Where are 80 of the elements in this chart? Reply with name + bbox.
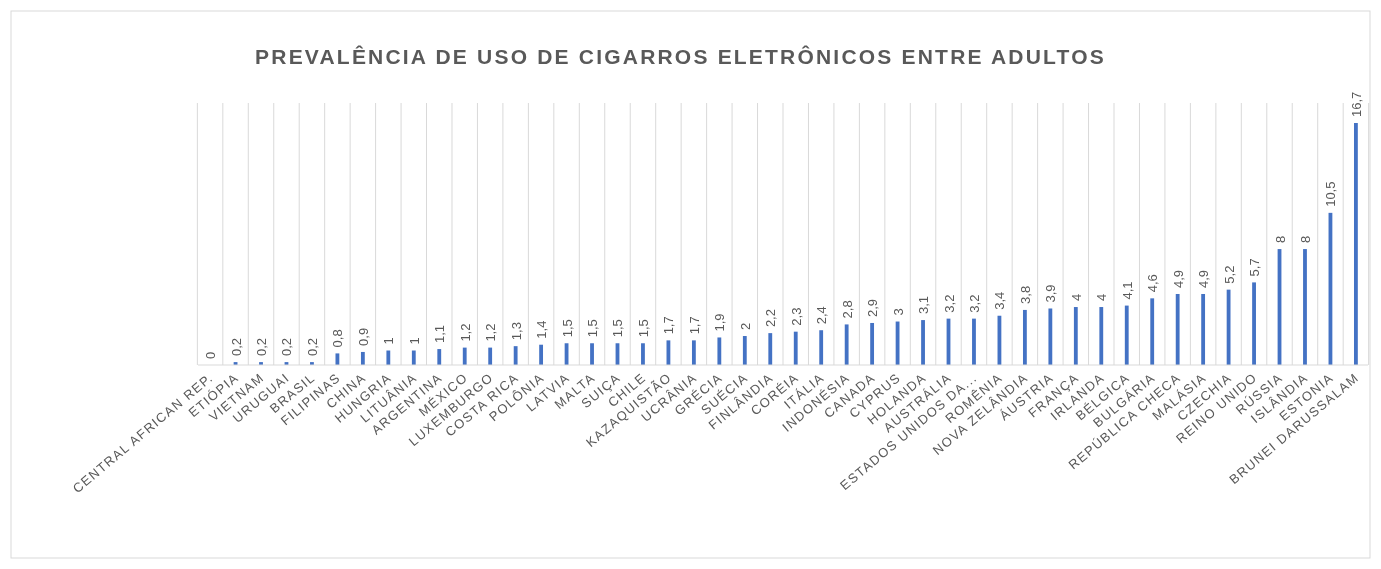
data-label: 4	[1094, 293, 1110, 302]
bar	[488, 347, 493, 365]
data-label: 3,1	[916, 296, 932, 315]
data-label: 3	[890, 308, 906, 316]
bar	[590, 343, 594, 365]
bar	[1303, 249, 1307, 365]
bar	[1022, 309, 1027, 365]
bar	[437, 349, 442, 365]
data-label: 3,8	[1017, 285, 1033, 304]
bar	[844, 324, 849, 365]
bar	[335, 353, 340, 365]
bar	[691, 340, 696, 365]
bar	[1099, 307, 1104, 365]
data-label: 0,9	[355, 327, 371, 346]
data-label: 2,8	[839, 300, 855, 319]
bar	[1175, 293, 1180, 365]
data-label: 1,5	[635, 319, 651, 338]
data-label: 0	[203, 351, 219, 359]
data-label: 1,5	[559, 319, 575, 338]
data-label: 2,3	[788, 307, 804, 326]
bar	[386, 350, 391, 365]
data-label: 1,1	[432, 324, 448, 344]
bar	[870, 322, 875, 365]
data-label: 1,5	[585, 319, 601, 338]
bar	[1073, 307, 1078, 365]
data-label: 2,2	[763, 309, 779, 328]
data-label: 1	[381, 337, 397, 345]
bar	[1226, 289, 1231, 365]
data-label: 1,2	[457, 323, 473, 342]
data-label: 8	[1272, 235, 1288, 244]
bar	[462, 347, 467, 365]
data-label: 1,9	[712, 313, 728, 332]
data-label: 0,8	[330, 329, 346, 348]
bar	[793, 331, 798, 365]
data-label: 4,6	[1145, 274, 1161, 293]
data-label: 16,7	[1348, 91, 1364, 117]
data-label: 1,2	[483, 323, 499, 342]
data-label: 4,1	[1119, 281, 1135, 300]
data-label: 1,5	[610, 319, 626, 338]
data-label: 10,5	[1323, 181, 1339, 207]
data-label: 1,7	[661, 316, 677, 335]
data-label: 2	[737, 322, 753, 331]
data-label: 0,2	[304, 338, 320, 357]
data-label: 1,4	[534, 320, 550, 339]
data-label: 5,2	[1221, 265, 1237, 284]
bar	[717, 337, 722, 365]
data-label: 4	[1068, 293, 1084, 302]
bar	[1048, 308, 1053, 365]
bar	[1150, 298, 1155, 365]
data-label: 0,2	[254, 338, 270, 357]
bar	[641, 343, 645, 365]
data-label: 3,2	[966, 294, 982, 313]
chart-title: PREVALÊNCIA DE USO DE CIGARROS ELETRÔNICOS ENTRE ADULTOS	[255, 45, 1106, 68]
data-label: 1	[406, 337, 422, 345]
data-label: 3,9	[1043, 284, 1059, 303]
bar	[513, 346, 518, 365]
bar	[360, 351, 365, 365]
data-label: 5,7	[1247, 258, 1263, 277]
data-label: 3,4	[992, 291, 1008, 310]
bar	[539, 344, 544, 365]
bar	[742, 336, 747, 365]
bar	[768, 333, 773, 365]
data-label: 4,9	[1170, 269, 1186, 288]
data-label: 3,2	[941, 294, 957, 313]
bar	[819, 330, 824, 365]
data-label: 4,9	[1196, 269, 1212, 288]
data-label: 2,4	[814, 306, 830, 325]
data-label: 1,7	[686, 316, 702, 335]
bar	[921, 320, 925, 365]
data-label: 1,3	[508, 322, 524, 341]
data-label: 2,9	[865, 298, 881, 317]
bar	[1252, 282, 1256, 365]
data-label: 8	[1297, 235, 1313, 244]
bar	[1124, 305, 1129, 365]
bar	[972, 318, 976, 365]
bar	[411, 350, 416, 365]
bar	[1201, 293, 1206, 365]
bar	[1354, 123, 1358, 365]
data-label: 0,2	[279, 338, 295, 357]
data-label: 0,2	[228, 338, 244, 357]
